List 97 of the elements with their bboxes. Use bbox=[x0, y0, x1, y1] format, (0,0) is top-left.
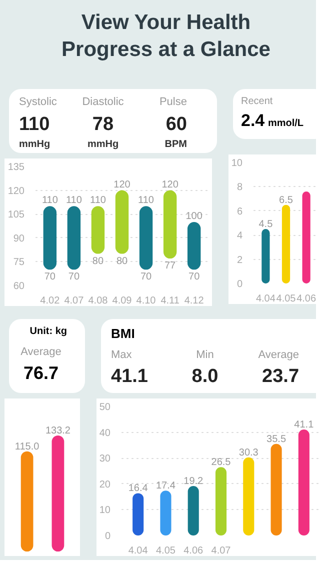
text: View Your Health Progress at a Glance bbox=[60, 10, 272, 63]
data-label: 115.0 bbox=[14, 441, 40, 452]
data-label: 133.2 bbox=[45, 426, 71, 436]
bar bbox=[243, 457, 254, 536]
bar bbox=[160, 490, 172, 536]
x-tick-label: 4.10 bbox=[136, 296, 156, 306]
data-label: 35.5 bbox=[266, 434, 286, 445]
text: BPM bbox=[164, 138, 187, 152]
bar bbox=[282, 204, 290, 284]
bar bbox=[262, 229, 270, 284]
bar bbox=[188, 486, 199, 536]
bar bbox=[270, 444, 282, 536]
data-label: 6.5 bbox=[279, 194, 294, 206]
annotation: 110 bbox=[90, 195, 106, 206]
text: Average bbox=[20, 345, 62, 360]
text: 41.1 bbox=[111, 365, 149, 390]
text: Min bbox=[195, 348, 215, 363]
text: Average bbox=[257, 348, 300, 363]
annotation: 80 bbox=[116, 256, 128, 267]
data-label: 26.5 bbox=[211, 457, 232, 468]
x-tick-label: 4.04 bbox=[128, 546, 148, 556]
text: 8.0 bbox=[190, 365, 220, 390]
y-tick-label: 0 bbox=[104, 531, 111, 542]
x-tick-label: 4.09 bbox=[112, 296, 132, 306]
annotation: 70 bbox=[68, 272, 80, 283]
annotation: 110 bbox=[66, 195, 82, 206]
x-tick-label: 4.07 bbox=[211, 546, 232, 556]
bar bbox=[91, 206, 105, 254]
text: mmHg bbox=[19, 138, 52, 152]
text: mmHg bbox=[86, 138, 120, 152]
y-tick-label: 135 bbox=[8, 162, 25, 173]
y-tick-label: 8 bbox=[236, 182, 243, 194]
bar bbox=[302, 192, 310, 284]
chart-title: BMI bbox=[111, 325, 136, 343]
annotation: 70 bbox=[140, 272, 152, 283]
text: 2.4 bbox=[241, 111, 265, 130]
annotation: 70 bbox=[188, 272, 200, 283]
x-tick-label: 4.02 bbox=[40, 296, 60, 306]
y-tick-label: 10 bbox=[99, 505, 111, 516]
annotation: 120 bbox=[162, 179, 179, 190]
y-tick-label: 10 bbox=[231, 158, 243, 169]
text: Recent bbox=[241, 95, 274, 109]
data-label: 41.1 bbox=[294, 419, 314, 430]
x-tick-label: 4.07 bbox=[64, 296, 84, 306]
annotation: 77 bbox=[164, 260, 176, 272]
text: 76.7 bbox=[22, 362, 60, 385]
bar bbox=[163, 190, 177, 259]
text: 110 bbox=[19, 112, 51, 137]
x-tick-label: 4.04 bbox=[256, 294, 276, 304]
annotation: 70 bbox=[44, 272, 56, 283]
bar bbox=[298, 429, 310, 536]
x-tick-label: 4.11 bbox=[160, 296, 180, 306]
text: 78 bbox=[91, 112, 115, 137]
annotation: 110 bbox=[42, 195, 58, 206]
annotation: 100 bbox=[186, 211, 203, 222]
y-tick-label: 60 bbox=[13, 281, 25, 292]
text: Systolic bbox=[19, 95, 58, 110]
y-tick-label: 20 bbox=[99, 479, 111, 490]
text: Pulse bbox=[158, 95, 187, 110]
data-label: 19.2 bbox=[184, 476, 204, 487]
y-tick-label: 75 bbox=[13, 257, 25, 268]
bar bbox=[43, 206, 57, 270]
x-tick-label: 4.08 bbox=[88, 296, 108, 306]
text: Diastolic bbox=[81, 95, 125, 110]
annotation: 80 bbox=[92, 256, 104, 267]
x-tick-label: 4.06 bbox=[296, 294, 316, 304]
annotation: 110 bbox=[138, 195, 154, 206]
x-tick-label: 4.12 bbox=[184, 296, 204, 306]
y-tick-label: 120 bbox=[8, 186, 25, 197]
bar bbox=[132, 493, 144, 536]
y-tick-label: 4 bbox=[236, 230, 243, 242]
data-label: 30.3 bbox=[238, 447, 259, 458]
text: Max bbox=[111, 348, 133, 363]
text: 60 bbox=[164, 112, 187, 137]
y-tick-label: 2 bbox=[236, 254, 243, 266]
annotation: 120 bbox=[114, 179, 131, 190]
x-tick-label: 4.05 bbox=[156, 546, 176, 556]
y-tick-label: 30 bbox=[99, 454, 111, 465]
bar bbox=[187, 222, 201, 270]
text: 23.7 bbox=[261, 365, 300, 390]
text: Unit: kg bbox=[28, 325, 67, 339]
y-tick-label: 6 bbox=[236, 206, 243, 218]
text: mmol/L bbox=[268, 118, 304, 130]
bar bbox=[115, 190, 129, 254]
y-tick-label: 50 bbox=[99, 402, 111, 413]
y-tick-label: 0 bbox=[236, 279, 243, 290]
data-label: 16.4 bbox=[128, 483, 148, 494]
bar bbox=[215, 467, 227, 536]
bar bbox=[67, 206, 81, 270]
y-tick-label: 90 bbox=[13, 233, 25, 244]
data-label: 4.5 bbox=[258, 219, 274, 230]
x-tick-label: 4.06 bbox=[184, 546, 204, 556]
data-label: 17.4 bbox=[156, 480, 176, 492]
y-tick-label: 105 bbox=[8, 210, 25, 221]
x-tick-label: 4.05 bbox=[276, 294, 296, 304]
y-tick-label: 40 bbox=[99, 428, 111, 439]
bar bbox=[139, 206, 153, 270]
